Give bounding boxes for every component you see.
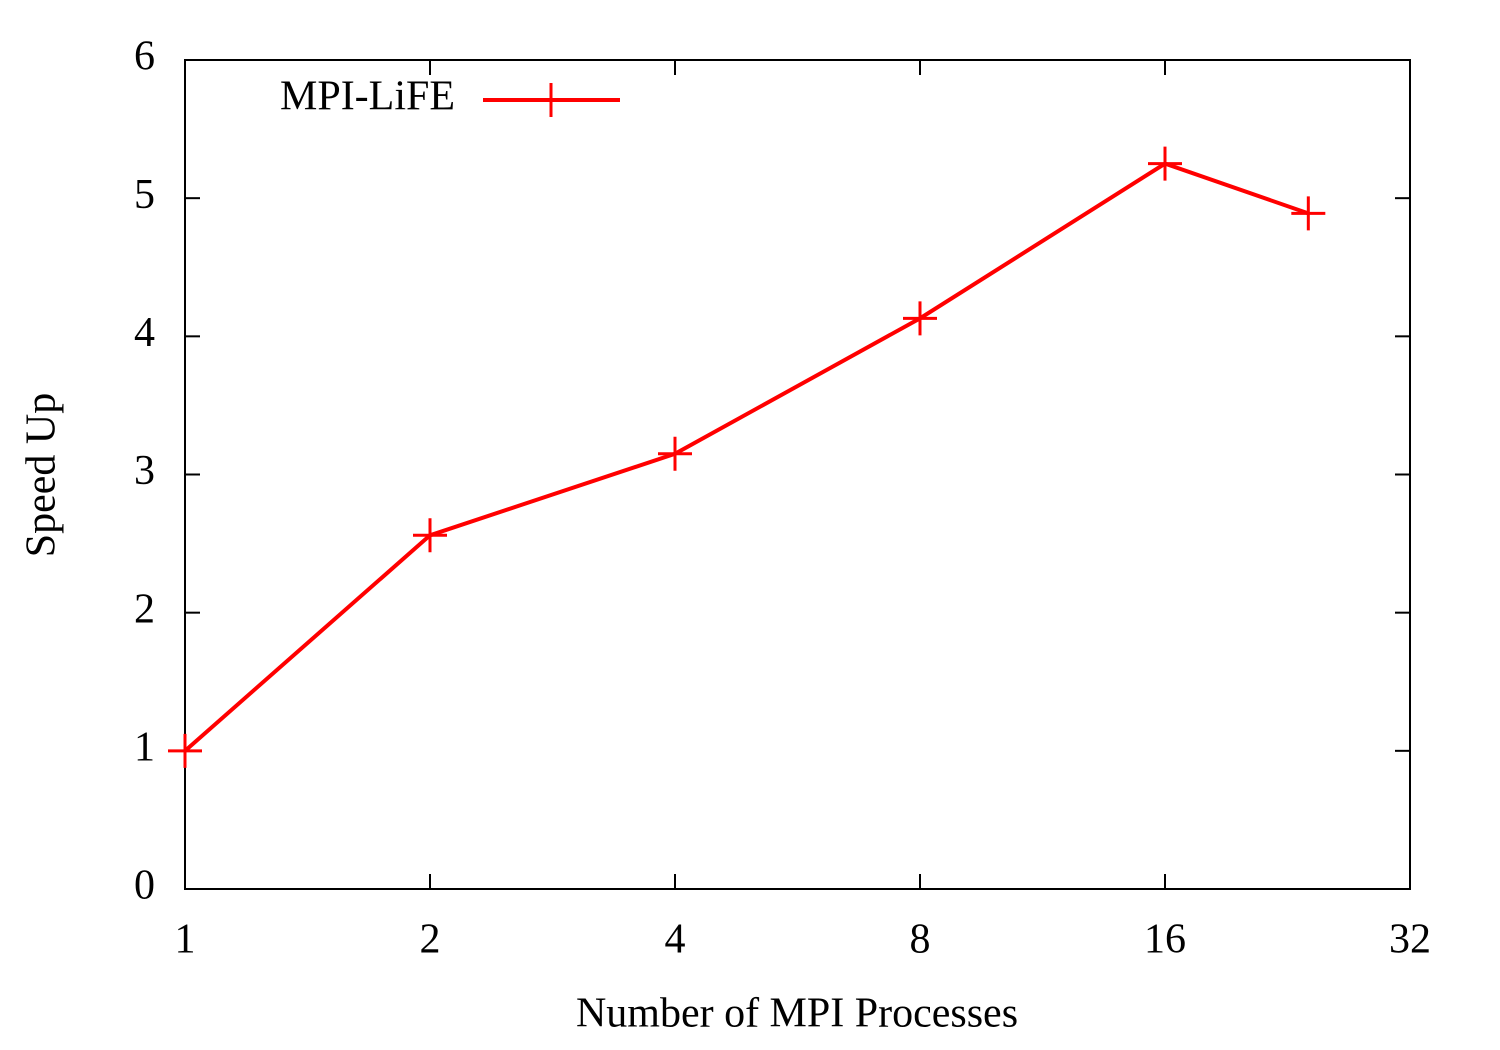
legend-label: MPI-LiFE	[280, 74, 455, 120]
legend-marker	[534, 83, 568, 117]
series-line	[183, 161, 1309, 753]
point-marker	[168, 733, 202, 768]
point-marker	[903, 301, 937, 336]
x-tick-label: 2	[420, 917, 441, 963]
x-tick-label: 32	[1389, 917, 1431, 963]
point-marker	[413, 518, 447, 553]
y-axis-label: Speed Up	[19, 393, 65, 557]
y-tick-label: 0	[134, 863, 155, 909]
y-tick-label: 6	[134, 34, 155, 80]
y-tick-label: 1	[134, 724, 155, 770]
y-tick-label: 2	[134, 586, 155, 632]
point-marker	[1148, 146, 1182, 181]
point-marker	[658, 436, 692, 471]
x-tick-label: 16	[1144, 917, 1186, 963]
x-tick-label: 4	[665, 917, 686, 963]
x-tick-label: 8	[910, 917, 931, 963]
y-tick-label: 5	[134, 172, 155, 218]
y-tick-label: 3	[134, 448, 155, 494]
x-tick-label: 1	[175, 917, 196, 963]
point-marker	[1291, 196, 1326, 231]
x-axis-label: Number of MPI Processes	[576, 991, 1018, 1037]
y-tick-label: 4	[134, 310, 155, 356]
